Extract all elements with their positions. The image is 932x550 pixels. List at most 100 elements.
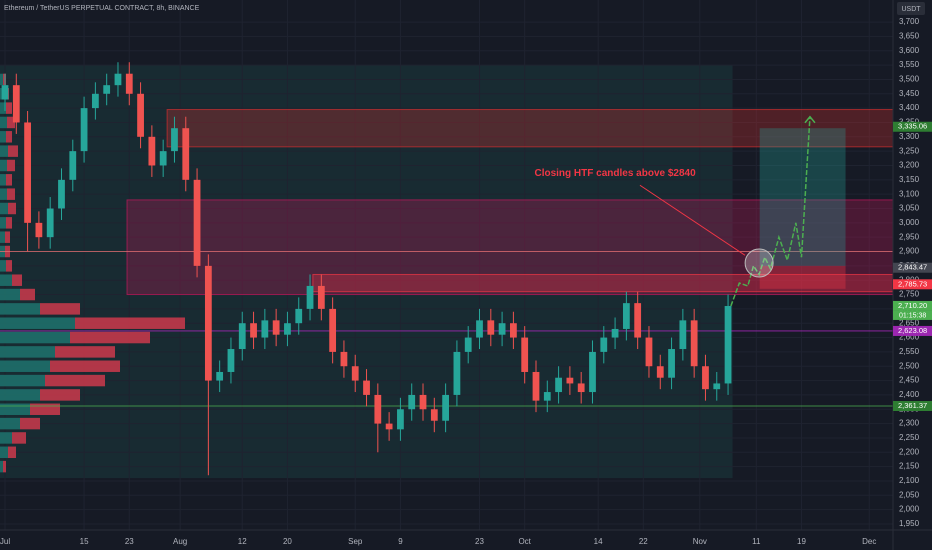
x-tick-label: Sep [348, 537, 363, 546]
x-tick-label: 11 [752, 537, 761, 546]
projection-arrowhead [804, 115, 816, 124]
y-tick-label: 2,300 [899, 419, 920, 428]
candle-body [193, 179, 201, 266]
candle-body [12, 85, 20, 123]
candle-body [363, 380, 370, 395]
price-label: 2,361.37 [898, 401, 927, 410]
candle-body [668, 349, 675, 378]
x-tick-label: 22 [639, 537, 648, 546]
candle-body [182, 128, 190, 180]
volume-up [0, 360, 50, 372]
candle-body [385, 423, 393, 430]
y-tick-label: 1,950 [899, 519, 920, 528]
volume-down [75, 317, 185, 329]
candle-body [272, 320, 280, 335]
candle-body [171, 128, 178, 152]
candle-body [250, 323, 257, 338]
candle-body [374, 394, 382, 424]
volume-up [0, 174, 6, 186]
volume-up [0, 389, 40, 401]
volume-up [0, 446, 8, 459]
currency[interactable]: USDT [901, 6, 921, 13]
candle-body [1, 85, 9, 100]
zone [126, 199, 894, 296]
candle-body [442, 394, 449, 421]
highlight-circle [744, 248, 774, 278]
candle-body [634, 303, 642, 338]
candle-body [589, 351, 596, 393]
volume-down [8, 446, 16, 459]
y-tick-label: 3,600 [899, 46, 920, 55]
price-label-bg [893, 325, 932, 336]
volume-down [70, 331, 150, 344]
candle-body [476, 320, 483, 338]
price-label-bg [893, 262, 932, 273]
currency-button[interactable] [897, 2, 925, 15]
y-tick-label: 2,950 [899, 232, 920, 241]
candle-body [24, 122, 31, 223]
volume-down [8, 145, 18, 157]
volume-up [0, 102, 6, 114]
candle-body [600, 337, 608, 352]
price-label: 2,785.73 [898, 279, 927, 288]
position-stop [759, 265, 846, 289]
candle-body [690, 320, 698, 367]
candle-body [430, 409, 438, 421]
volume-down [40, 303, 80, 315]
candle-body [419, 394, 427, 410]
candle-body [238, 323, 246, 350]
y-tick-label: 3,250 [899, 146, 920, 155]
candle-body [543, 392, 551, 401]
y-tick-label: 3,650 [899, 32, 920, 41]
candle-body [227, 349, 235, 372]
volume-down [7, 159, 15, 172]
volume-down [20, 417, 40, 430]
x-tick-label: Dec [862, 537, 876, 546]
candle-body [80, 108, 88, 152]
candle-body [58, 179, 65, 209]
x-tick-label: 14 [594, 537, 603, 546]
x-tick-label: 23 [125, 537, 134, 546]
volume-up [0, 303, 40, 315]
y-tick-label: 2,200 [899, 447, 920, 456]
y-tick-label: 2,600 [899, 333, 920, 342]
price-label: 2,843.47 [898, 263, 927, 272]
y-tick-label: 3,100 [899, 189, 920, 198]
candle-body [724, 306, 732, 384]
y-tick-label: 2,500 [899, 361, 920, 370]
candle-body [656, 366, 664, 378]
countdown-bg [893, 310, 932, 320]
y-tick-label: 2,650 [899, 318, 920, 327]
y-tick-label: 2,900 [899, 247, 920, 256]
volume-up [0, 460, 3, 473]
volume-down [8, 202, 16, 215]
x-tick-label: 20 [283, 537, 292, 546]
y-tick-label: 3,400 [899, 103, 920, 112]
y-tick-label: 2,450 [899, 376, 920, 385]
candle-body [510, 323, 517, 338]
y-tick-label: 3,550 [899, 60, 920, 69]
y-tick-label: 2,150 [899, 462, 920, 471]
x-tick-label: Jul [0, 537, 10, 546]
candle-body [284, 323, 291, 335]
price-label-bg [893, 121, 932, 132]
candle-body [555, 377, 562, 393]
volume-up [0, 274, 12, 286]
candle-body [702, 366, 709, 390]
volume-up [0, 417, 20, 430]
y-tick-label: 2,250 [899, 433, 920, 442]
price-label: 3,335.06 [898, 122, 927, 131]
volume-up [0, 159, 7, 172]
x-tick-label: Aug [173, 537, 187, 546]
price-label: 2,623.08 [898, 326, 927, 335]
candle-body [216, 371, 224, 381]
volume-down [50, 360, 120, 372]
candle-body [577, 383, 585, 393]
volume-down [6, 174, 12, 186]
candle-body [137, 93, 144, 137]
x-tick-label: Nov [693, 537, 707, 546]
y-tick-label: 3,450 [899, 89, 920, 98]
volume-up [0, 403, 30, 415]
x-tick-label: 12 [238, 537, 247, 546]
candle-body [148, 136, 156, 166]
